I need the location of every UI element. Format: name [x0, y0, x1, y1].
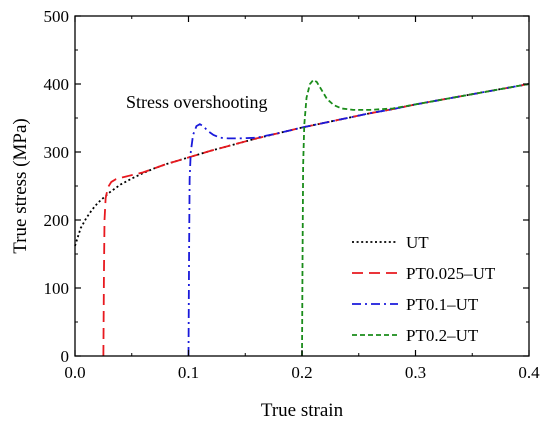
series-layer: [74, 78, 530, 357]
y-tick-label: 0: [61, 347, 70, 366]
series-line-3: [301, 78, 530, 357]
x-tick-label: 0.3: [405, 363, 426, 382]
y-tick-label: 400: [44, 75, 70, 94]
y-tick-label: 100: [44, 279, 70, 298]
y-tick-label: 300: [44, 143, 70, 162]
y-tick-label: 500: [44, 7, 70, 26]
x-tick-label: 0.4: [518, 363, 540, 382]
x-tick-label: 0.2: [291, 363, 312, 382]
x-axis-title: True strain: [261, 400, 344, 421]
legend-label-3: PT0.2–UT: [406, 326, 479, 345]
y-tick-label: 200: [44, 211, 70, 230]
x-tick-label: 0.1: [178, 363, 199, 382]
legend-label-1: PT0.025–UT: [406, 264, 496, 283]
legend: UT PT0.025–UT PT0.1–UT PT0.2–UT: [352, 233, 496, 345]
annotation-stress-overshooting: Stress overshooting: [126, 92, 268, 112]
series-line-2: [187, 83, 530, 357]
legend-label-0: UT: [406, 233, 429, 252]
x-tick-label: 0.0: [64, 363, 85, 382]
legend-label-2: PT0.1–UT: [406, 295, 479, 314]
y-axis-title: True stress (MPa): [10, 118, 31, 253]
axes-layer: 0.0 0.1 0.2 0.3 0.4 0 100 200 300 400 500: [44, 7, 541, 382]
